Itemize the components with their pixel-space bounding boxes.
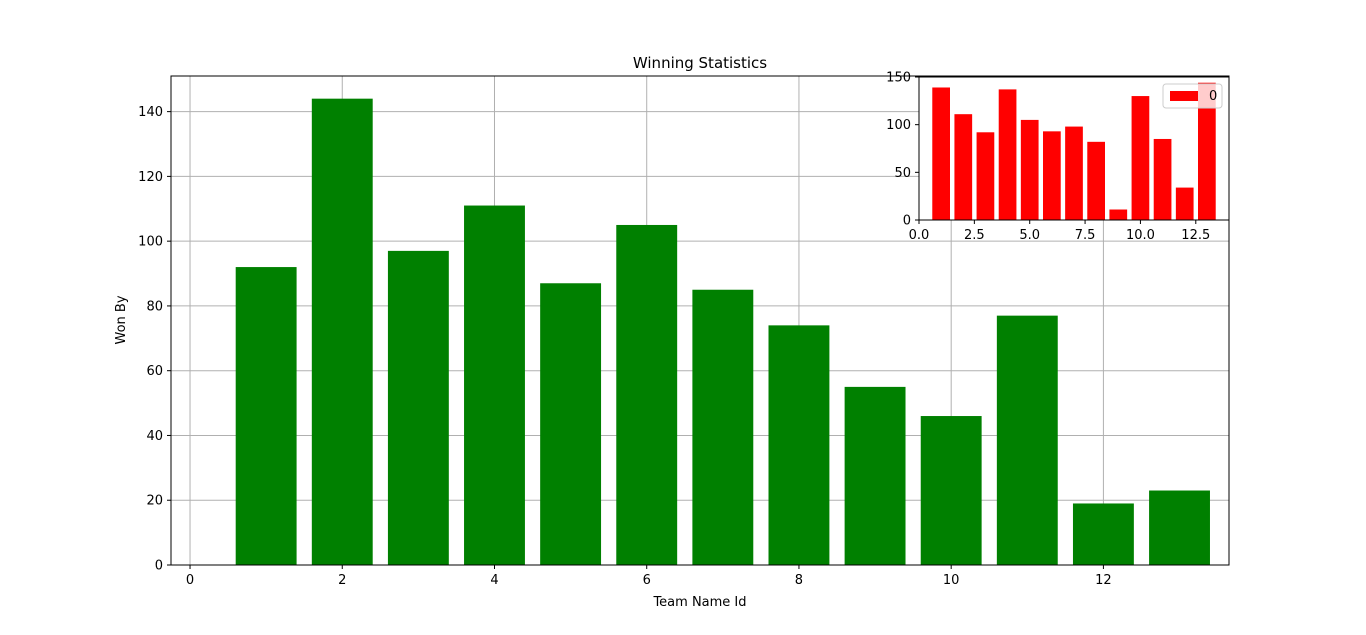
inset-bar-8: [1087, 141, 1105, 220]
main-y-tick-label-3: 60: [146, 364, 163, 379]
main-bar-9: [844, 386, 906, 565]
inset-x-tick-label-5: 12.5: [1181, 228, 1210, 243]
main-x-tick-label-5: 10: [943, 573, 960, 588]
inset-y-tick-label-0: 0: [903, 214, 911, 229]
inset-bar-9: [1109, 209, 1128, 220]
inset-x-tick-label-0: 0.0: [909, 228, 930, 243]
main-x-tick-label-4: 8: [795, 573, 803, 588]
main-x-tick-label-3: 6: [643, 573, 651, 588]
main-bar-1: [235, 267, 297, 565]
inset-x-tick-label-1: 2.5: [964, 228, 985, 243]
inset-bar-12: [1175, 187, 1194, 220]
main-chart: 0 2 4 6 8 10 12 0 20 40 60 80 100 120 140 Winning Sta…: [114, 54, 1230, 610]
main-bar-12: [1072, 503, 1134, 565]
main-bar-3: [387, 250, 449, 565]
inset-y-tick-label-1: 50: [894, 166, 911, 181]
inset-x-tick-label-2: 5.0: [1019, 228, 1040, 243]
inset-legend: 0: [1162, 83, 1223, 109]
main-y-ticks: 0 20 40 60 80 100 120 140: [138, 105, 171, 574]
inset-bar-5: [1020, 119, 1039, 220]
inset-bar-7: [1065, 126, 1083, 220]
main-bars: [235, 98, 1210, 565]
legend-swatch: [1170, 91, 1198, 101]
main-bar-6: [616, 224, 678, 565]
main-bar-2: [311, 98, 373, 565]
main-bar-5: [540, 283, 602, 565]
main-bar-11: [996, 315, 1058, 565]
main-y-tick-label-6: 120: [138, 170, 163, 185]
inset-bar-11: [1153, 138, 1172, 220]
main-bar-7: [692, 289, 754, 565]
inset-x-tick-label-4: 10.0: [1126, 228, 1155, 243]
inset-bar-3: [976, 132, 995, 220]
inset-bar-2: [954, 114, 973, 220]
main-y-tick-label-1: 20: [146, 494, 163, 509]
main-x-axis-label: Team Name Id: [652, 595, 746, 610]
main-bar-13: [1149, 490, 1210, 565]
main-y-axis-label: Won By: [114, 295, 129, 344]
main-x-tick-label-0: 0: [186, 573, 194, 588]
main-axes-frame: [170, 75, 1230, 566]
main-y-tick-label-2: 40: [146, 429, 163, 444]
inset-bar-1: [932, 87, 950, 220]
main-bar-10: [920, 416, 982, 565]
inset-chart: 0.0 2.5 5.0 7.5 10.0 12.5 0 50 100 150 0: [886, 71, 1230, 243]
inset-y-tick-label-3: 150: [886, 71, 911, 86]
inset-x-ticks: 0.0 2.5 5.0 7.5 10.0 12.5: [909, 220, 1210, 243]
inset-bar-6: [1043, 131, 1061, 220]
main-y-tick-label-5: 100: [138, 235, 163, 250]
main-x-tick-label-2: 4: [490, 573, 498, 588]
main-x-ticks: 0 2 4 6 8 10 12: [186, 565, 1112, 588]
main-bar-8: [768, 325, 830, 565]
main-x-tick-label-6: 12: [1095, 573, 1112, 588]
inset-bars: [932, 82, 1216, 220]
main-y-tick-label-4: 80: [146, 299, 163, 314]
inset-axes-frame: [918, 76, 1230, 221]
inset-y-tick-label-2: 100: [886, 118, 911, 133]
inset-bar-10: [1131, 96, 1150, 220]
legend-label: 0: [1209, 89, 1217, 104]
main-x-tick-label-1: 2: [338, 573, 346, 588]
main-bar-4: [464, 205, 525, 565]
inset-bar-4: [998, 89, 1017, 220]
inset-y-ticks: 0 50 100 150: [886, 71, 919, 229]
main-y-tick-label-7: 140: [138, 105, 163, 120]
inset-x-tick-label-3: 7.5: [1075, 228, 1096, 243]
main-y-tick-label-0: 0: [155, 559, 163, 574]
main-chart-title: Winning Statistics: [633, 54, 767, 72]
inset-bar-13: [1198, 82, 1216, 220]
